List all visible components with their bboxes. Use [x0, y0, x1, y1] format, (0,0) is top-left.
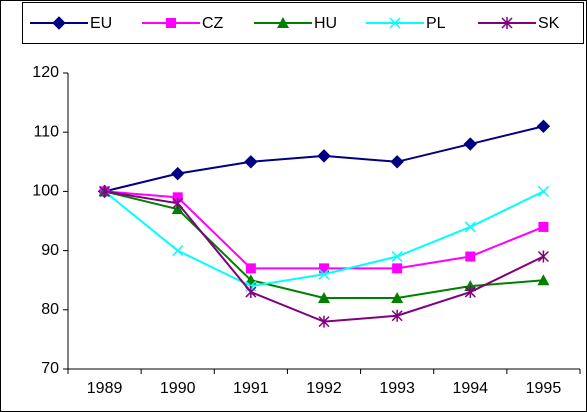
- y-tick-label: 120: [32, 64, 59, 81]
- x-tick-label: 1995: [526, 380, 562, 397]
- legend-marker: [277, 17, 289, 28]
- legend-marker: [501, 17, 513, 29]
- legend-label: SK: [538, 15, 560, 32]
- x-tick-label: 1990: [160, 380, 196, 397]
- data-point: [391, 309, 403, 322]
- data-point: [464, 286, 476, 299]
- data-point: [464, 221, 476, 233]
- y-tick-label: 90: [41, 242, 59, 259]
- y-tick-label: 70: [41, 360, 59, 377]
- data-point: [318, 268, 330, 280]
- data-point: [538, 221, 549, 232]
- legend-marker: [166, 18, 176, 28]
- data-point: [391, 291, 404, 303]
- x-tick-label: 1989: [87, 380, 123, 397]
- x-tick-label: 1991: [233, 380, 269, 397]
- data-point: [318, 315, 330, 328]
- data-point: [318, 291, 330, 303]
- data-point: [317, 149, 331, 163]
- y-tick-label: 110: [33, 123, 59, 140]
- data-point: [392, 263, 403, 274]
- data-point: [537, 185, 549, 197]
- data-point: [172, 197, 184, 210]
- data-point: [465, 251, 476, 262]
- legend-label: EU: [90, 15, 112, 32]
- y-tick-label: 100: [32, 183, 59, 200]
- legend-label: PL: [426, 15, 446, 32]
- data-point: [536, 119, 551, 133]
- data-point: [463, 137, 477, 151]
- y-tick-label: 80: [41, 301, 59, 318]
- data-point: [245, 286, 257, 299]
- data-point: [537, 250, 549, 263]
- legend-marker: [52, 16, 66, 30]
- data-point: [99, 185, 111, 198]
- data-point: [319, 263, 329, 274]
- x-tick-label: 1992: [306, 380, 342, 397]
- data-point: [391, 250, 403, 263]
- legend-label: CZ: [202, 15, 224, 32]
- data-point: [171, 166, 185, 181]
- data-point: [172, 245, 184, 257]
- x-tick-label: 1994: [452, 380, 488, 397]
- data-point: [244, 155, 258, 169]
- data-point: [537, 274, 550, 286]
- legend-marker: [389, 17, 401, 29]
- x-tick-label: 1993: [379, 380, 415, 397]
- data-point: [390, 155, 404, 169]
- legend-label: HU: [314, 15, 337, 32]
- data-point: [245, 263, 256, 274]
